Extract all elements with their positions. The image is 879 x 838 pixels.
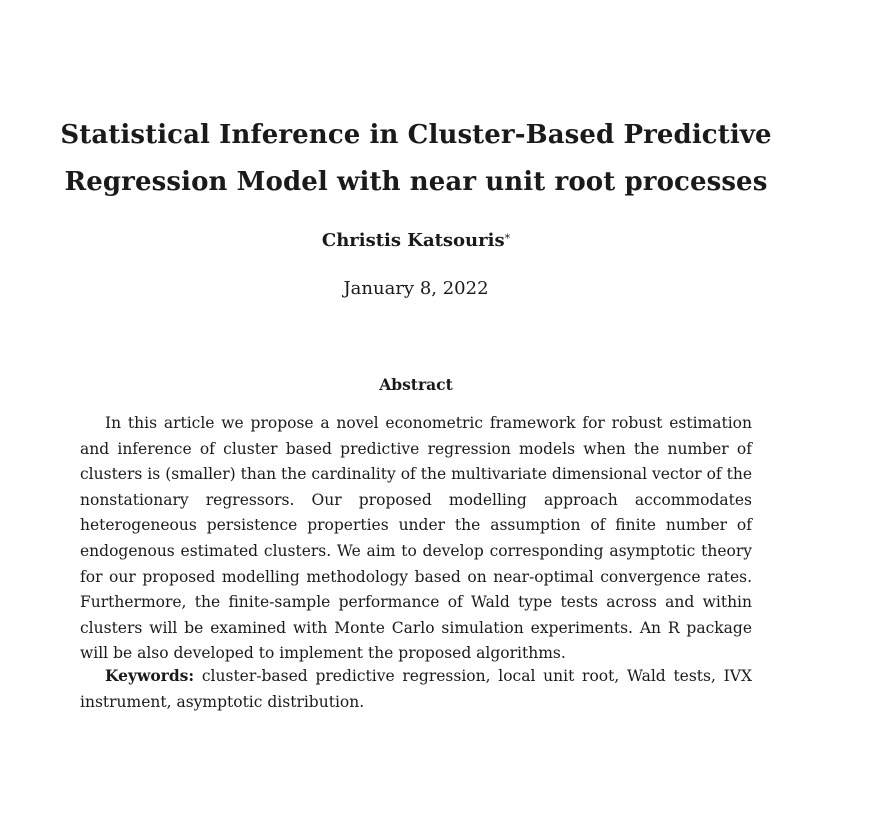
paper-title-line-1: Statistical Inference in Cluster-Based P… [60,120,772,150]
paper-title: Statistical Inference in Cluster-Based P… [40,112,792,206]
paper-date: January 8, 2022 [343,278,489,299]
keywords-paragraph: Keywords: cluster-based predictive regre… [80,663,752,715]
keywords-text: cluster-based predictive regression, loc… [80,667,752,711]
paper-title-line-2: Regression Model with near unit root pro… [64,167,768,197]
author-name: Christis Katsouris [321,230,505,251]
abstract-body: In this article we propose a novel econo… [80,414,752,663]
paper-author: Christis Katsouris* [0,229,832,253]
abstract-heading: Abstract [379,375,453,394]
author-footnote-mark: * [504,232,511,245]
keywords-label: Keywords: [105,666,195,685]
